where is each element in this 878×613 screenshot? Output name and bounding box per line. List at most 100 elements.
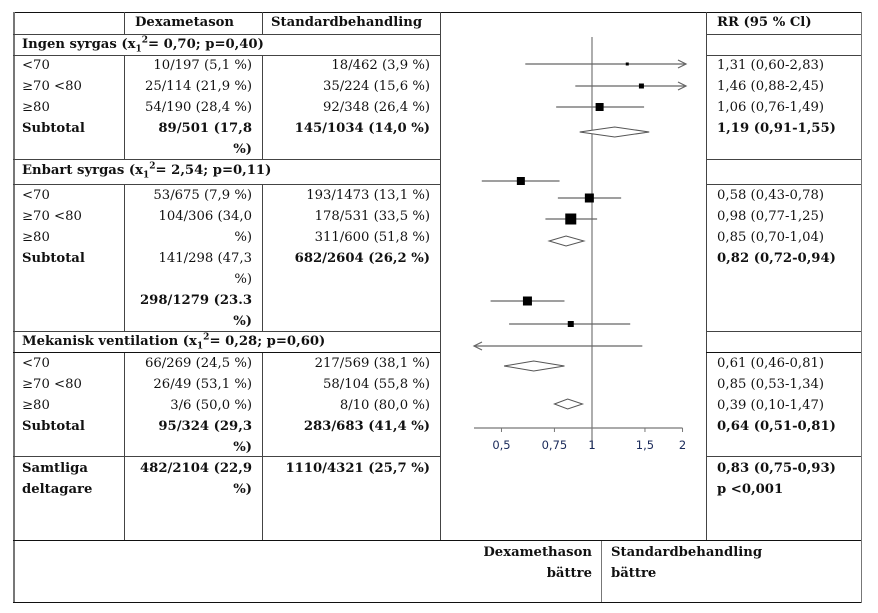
plot-border-left	[440, 12, 441, 540]
x-tick-label: 0,75	[542, 438, 568, 452]
table-border-left	[13, 12, 15, 603]
row-line	[13, 352, 440, 353]
std-value: 311/600 (51,8 %)	[314, 230, 430, 245]
subtotal-std: 145/1034 (14,0 %)	[294, 121, 430, 136]
subtotal-label: Subtotal	[22, 251, 85, 266]
rr-value: 0,58 (0,43-0,78)	[717, 188, 825, 203]
rr-value: 1,46 (0,88-2,45)	[717, 79, 825, 94]
subtotal-rr: 0,64 (0,51-0,81)	[717, 419, 836, 434]
section-title-text: Enbart syrgas (x	[22, 163, 143, 178]
table-border-top	[13, 12, 861, 13]
col-sep-1-s3	[124, 352, 125, 540]
diamond-marker	[553, 398, 585, 410]
col-sep-2-s2	[262, 184, 263, 331]
row-line	[706, 456, 861, 457]
col-sep-2-s1	[262, 55, 263, 159]
rr-value: 0,85 (0,70-1,04)	[717, 230, 825, 245]
dexa-value: 26/49 (53,1 %)	[153, 377, 252, 392]
section-title-mekanisk-ventilation: Mekanisk ventilation (x12= 0,28; p=0,60)	[22, 331, 325, 352]
point-estimate-marker	[595, 103, 604, 111]
footer-right-label: Standardbehandling	[611, 545, 763, 560]
row-line	[706, 331, 861, 332]
rr-value: 0,98 (0,77-1,25)	[717, 209, 825, 224]
diamond-marker	[503, 360, 565, 372]
rr-value: 1,31 (0,60-2,83)	[717, 58, 825, 73]
row-line	[706, 184, 861, 185]
std-value: 217/569 (38,1 %)	[314, 356, 430, 371]
row-line	[706, 34, 861, 35]
point-estimate-marker	[565, 213, 577, 225]
row-line	[13, 456, 440, 457]
point-estimate-marker	[567, 321, 574, 327]
plot-border-right	[706, 12, 707, 540]
row-line	[13, 34, 440, 35]
row-label: ≥80	[22, 398, 50, 413]
row-label: <70	[22, 58, 50, 73]
col-sep-2-header	[262, 12, 263, 34]
table-border-bottom	[13, 602, 861, 603]
footer-left-label-cont: bättre	[546, 566, 592, 581]
row-line	[13, 331, 440, 332]
footer-right-label-cont: bättre	[611, 566, 657, 581]
subtotal-dexa: 95/324 (29,3	[158, 419, 252, 434]
footer-separator	[601, 540, 602, 603]
row-label: ≥70 <80	[22, 79, 82, 94]
row-line	[706, 159, 861, 160]
section-title-enbart-syrgas: Enbart syrgas (x12= 2,54; p=0,11)	[22, 160, 271, 181]
col-sep-1-s1	[124, 55, 125, 159]
std-value: 193/1473 (13,1 %)	[306, 188, 430, 203]
superscript: 2	[149, 161, 156, 172]
subscript: 1	[142, 170, 150, 181]
row-label: <70	[22, 188, 50, 203]
point-estimate-marker	[522, 296, 532, 306]
subscript: 1	[135, 44, 142, 55]
dexa-value: 3/6 (50,0 %)	[170, 398, 252, 413]
point-estimate-marker	[584, 193, 594, 203]
subtotal-rr: 1,19 (0,91-1,55)	[717, 121, 836, 136]
row-label: ≥80	[22, 100, 50, 115]
dexa-value: 53/675 (7,9 %)	[153, 188, 252, 203]
overall-dexa-cont: %)	[233, 482, 252, 497]
point-estimate-marker	[516, 177, 525, 185]
row-line	[13, 55, 440, 56]
rr-value: 0,61 (0,46-0,81)	[717, 356, 825, 371]
point-estimate-marker	[638, 83, 644, 89]
row-line	[13, 540, 861, 541]
section-title-stats: = 2,54; p=0,11)	[155, 163, 272, 178]
x-tick-label: 0,5	[492, 438, 510, 452]
row-line	[706, 352, 861, 353]
subtotal-label: Subtotal	[22, 419, 85, 434]
subtotal-dexa-cont: %)	[234, 272, 252, 287]
overall-label: Samtliga	[22, 461, 88, 476]
subtotal-dexa-total-cont: %)	[233, 314, 252, 329]
subtotal-label: Subtotal	[22, 121, 85, 136]
dexa-value: 104/306 (34,0	[158, 209, 253, 224]
superscript: 2	[141, 35, 148, 46]
std-value: 18/462 (3,9 %)	[331, 58, 430, 73]
arrow-right-icon	[677, 59, 688, 69]
arrow-right-icon	[677, 81, 688, 91]
subtotal-dexa: 89/501 (17,8	[158, 121, 252, 136]
overall-dexa: 482/2104 (22,9	[140, 461, 252, 476]
row-label: ≥80	[22, 230, 50, 245]
dexa-value: %)	[234, 230, 252, 245]
subtotal-dexa-cont: %)	[233, 440, 252, 455]
row-line	[13, 184, 440, 185]
std-value: 58/104 (55,8 %)	[323, 377, 430, 392]
subtotal-std: 283/683 (41,4 %)	[303, 419, 430, 434]
dexa-value: 66/269 (24,5 %)	[145, 356, 252, 371]
row-label: ≥70 <80	[22, 209, 82, 224]
subtotal-dexa-total: 298/1279 (23.3	[140, 293, 252, 308]
header-rr: RR (95 % Cl)	[717, 15, 812, 30]
section-title-stats: = 0,28; p=0,60)	[209, 334, 326, 349]
rr-value: 0,85 (0,53-1,34)	[717, 377, 825, 392]
section-title-text: Ingen syrgas (x	[22, 37, 136, 52]
std-value: 8/10 (80,0 %)	[339, 398, 430, 413]
header-standardbehandling: Standardbehandling	[271, 15, 423, 30]
std-value: 178/531 (33,5 %)	[314, 209, 430, 224]
col-sep-1-header	[124, 12, 125, 34]
rr-value: 0,39 (0,10-1,47)	[717, 398, 825, 413]
subtotal-dexa-cont: %)	[233, 142, 252, 157]
subtotal-rr: 0,82 (0,72-0,94)	[717, 251, 836, 266]
